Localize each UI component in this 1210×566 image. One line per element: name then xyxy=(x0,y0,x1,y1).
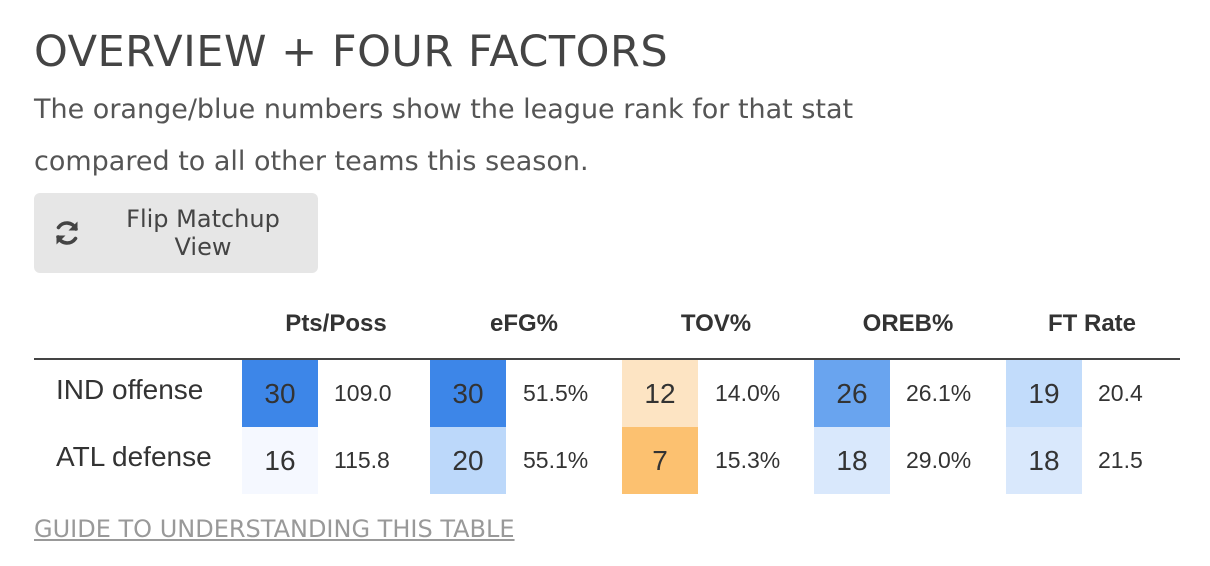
rank-cell: 12 xyxy=(622,360,698,427)
rank-cell: 19 xyxy=(1006,360,1082,427)
flip-matchup-label: Flip Matchup View xyxy=(126,205,280,261)
four-factors-table: Pts/Poss eFG% TOV% OREB% FT Rate IND off… xyxy=(34,302,1180,494)
value-cell: 21.5 xyxy=(1098,447,1143,473)
rank-cell: 7 xyxy=(622,427,698,494)
table-row: ATL defense 16 115.8 20 55.1% 7 15.3% 18… xyxy=(34,427,1180,494)
column-header-efg: eFG% xyxy=(489,310,559,337)
value-cell: 109.0 xyxy=(334,380,392,406)
rank-cell: 30 xyxy=(242,360,318,427)
row-label: ATL defense xyxy=(56,441,212,472)
rank-cell: 20 xyxy=(430,427,506,494)
rank-cell: 26 xyxy=(814,360,890,427)
rank-cell: 16 xyxy=(242,427,318,494)
table-row: IND offense 30 109.0 30 51.5% 12 14.0% 2… xyxy=(34,360,1180,427)
value-cell: 51.5% xyxy=(523,380,589,406)
row-label: IND offense xyxy=(56,374,204,405)
rank-cell: 30 xyxy=(430,360,506,427)
value-cell: 115.8 xyxy=(334,447,390,473)
table-header: Pts/Poss eFG% TOV% OREB% FT Rate xyxy=(34,302,1180,360)
flip-matchup-button[interactable]: Flip Matchup View xyxy=(34,193,318,273)
value-cell: 15.3% xyxy=(715,447,781,473)
rank-cell: 18 xyxy=(814,427,890,494)
value-cell: 20.4 xyxy=(1098,380,1143,406)
guide-link[interactable]: GUIDE TO UNDERSTANDING THIS TABLE xyxy=(34,515,515,543)
value-cell: 26.1% xyxy=(906,380,972,406)
page-subtitle: The orange/blue numbers show the league … xyxy=(34,94,854,177)
column-header-pts-poss: Pts/Poss xyxy=(285,310,387,337)
page-title: OVERVIEW + FOUR FACTORS xyxy=(34,27,669,77)
refresh-icon xyxy=(52,218,82,248)
value-cell: 14.0% xyxy=(715,380,781,406)
value-cell: 29.0% xyxy=(906,447,972,473)
column-header-ft-rate: FT Rate xyxy=(1047,310,1137,337)
column-header-oreb: OREB% xyxy=(862,310,954,337)
column-header-tov: TOV% xyxy=(680,310,752,337)
rank-cell: 18 xyxy=(1006,427,1082,494)
value-cell: 55.1% xyxy=(523,447,589,473)
